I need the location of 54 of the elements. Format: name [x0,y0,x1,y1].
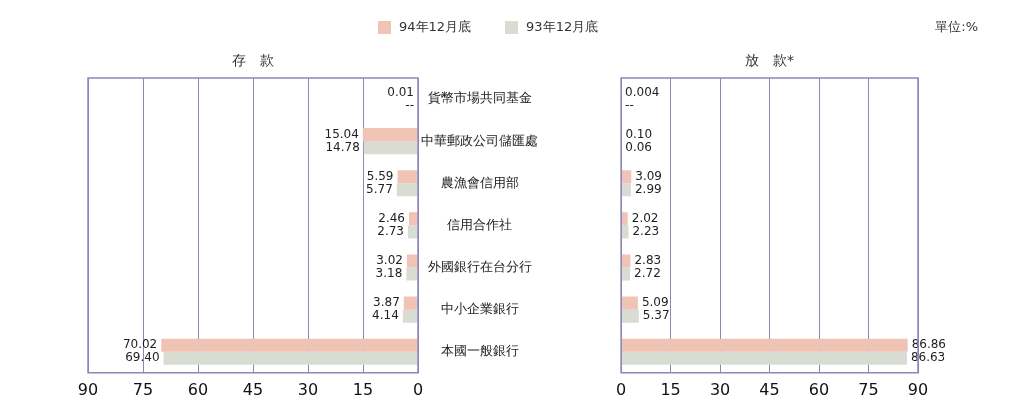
data-label: 86.63 [910,350,946,365]
chart-title: 存 款 [232,51,274,68]
legend-label: 94年12月底 [399,18,472,36]
x-tick-label: 0 [616,379,627,399]
data-label: 5.09 [641,295,669,310]
data-label: 4.14 [372,308,399,323]
y-tick-label: 信用合作社 [447,216,512,232]
x-tick-label: 0 [412,379,424,399]
data-label: 69.40 [125,350,160,365]
data-label: 2.99 [634,181,662,196]
data-label: 14.78 [325,139,360,154]
x-tick-label: 60 [187,379,209,399]
x-tick-label: 30 [297,379,319,399]
data-label: 5.37 [642,308,670,323]
data-label: 3.87 [373,295,400,310]
x-tick-label: 30 [709,379,731,399]
x-tick-label: 45 [242,379,264,399]
data-label: 2.72 [634,266,661,281]
data-label: 0.06 [625,139,653,154]
data-label: 86.86 [911,337,946,352]
x-tick-label: 15 [660,379,681,399]
x-tick-label: 90 [907,379,929,399]
y-tick-label: 外國銀行在台分行 [427,258,532,274]
data-label: 70.02 [122,337,158,352]
data-label: 0.01 [387,84,414,99]
chart-title: 放 款* [745,51,795,68]
y-tick-label: 中小企業銀行 [440,301,519,316]
data-label: 3.02 [376,253,403,268]
y-tick-label: 中華郵政公司儲匯處 [421,132,538,148]
x-tick-label: 45 [759,379,780,399]
x-tick-label: 75 [858,379,879,399]
data-label: 5.77 [366,181,393,196]
x-tick-label: 90 [77,379,99,399]
text: 單位:% [935,19,978,34]
data-label: 0.10 [625,126,653,141]
legend-label: 93年12月底 [526,18,599,36]
text: -- [405,97,414,112]
y-tick-label: 本國一般銀行 [440,343,519,359]
data-label: 2.83 [634,253,662,268]
data-label: 2.73 [377,224,404,239]
data-label: 3.18 [375,266,403,281]
data-label: 5.59 [366,168,394,183]
data-label: 0.004 [625,84,660,99]
data-label: 2.02 [631,211,659,225]
x-tick-label: 15 [352,379,374,399]
data-label: 2.23 [632,224,660,239]
y-tick-label: 農漁會信用部 [440,174,519,190]
data-label: 2.46 [378,211,405,225]
text: -- [625,97,634,112]
x-tick-label: 60 [808,379,830,399]
data-label: 15.04 [324,126,359,141]
data-label: 3.09 [635,168,662,183]
y-tick-label: 貨幣市場共同基金 [427,90,532,106]
x-tick-label: 75 [132,379,154,399]
